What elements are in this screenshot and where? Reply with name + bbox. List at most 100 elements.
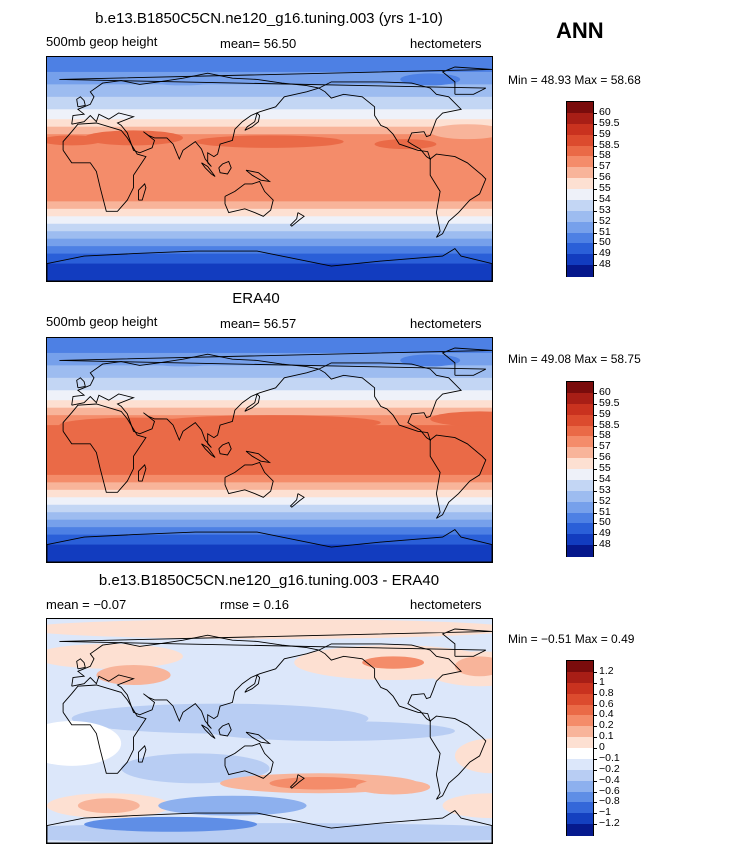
colorbar-swatch [567,671,593,684]
colorbar-label: −0.2 [599,762,620,775]
panel-1-min-max: Min = 48.93 Max = 58.68 [508,73,641,87]
colorbar-swatch [567,490,593,503]
panel-2-field-label: 500mb geop height [46,314,158,329]
contour-blob [374,139,437,150]
colorbar-label: −0.1 [599,751,620,764]
colorbar-swatch [567,123,593,136]
coastline [218,160,232,175]
colorbar-label: 0.2 [599,719,614,732]
colorbar-tick [593,715,597,717]
colorbar-tick [593,156,597,158]
colorbar-label: 0.8 [599,686,614,699]
panel-1-title: b.e13.B1850C5CN.ne120_g16.tuning.003 (yr… [95,10,443,27]
colorbar-swatch [567,534,593,546]
colorbar-tick [593,748,597,749]
colorbar-tick [593,671,597,673]
coastline [62,403,147,493]
panel-2-units: hectometers [410,316,482,331]
contour-band [47,407,492,416]
contour-blob [121,753,270,784]
contour-band [47,126,492,135]
colorbar-swatch [567,523,593,535]
colorbar-swatch [567,425,593,437]
colorbar-label: 58 [599,149,611,162]
colorbar-label: 49 [599,247,611,260]
colorbar-tick [593,758,597,760]
coastline [318,643,463,723]
colorbar-tick [593,254,597,256]
coastline [429,153,487,238]
coastline [71,72,320,167]
colorbar-swatch [567,802,593,814]
panel-1-mean: mean= 56.50 [220,36,297,51]
colorbar-label: 59.5 [599,396,620,409]
coastline [218,441,232,456]
colorbar-label: 59 [599,407,611,420]
colorbar-swatch [567,501,593,513]
contour-band [47,193,492,202]
coastline [201,443,216,458]
colorbar-label: 0.1 [599,730,614,743]
coastline [76,96,86,108]
colorbar-label: 49 [599,527,611,540]
season-label: ANN [556,18,604,43]
coastline [244,112,261,131]
coastline [318,81,463,161]
colorbar-label: 59.5 [599,116,620,129]
colorbar-swatch [567,479,593,492]
contour-band [47,119,492,128]
colorbar-tick [593,425,597,427]
contour-band [47,246,492,255]
colorbar-tick [593,403,597,405]
colorbar-tick [593,780,597,782]
colorbar-label: 52 [599,494,611,507]
colorbar-swatch [567,704,593,716]
colorbar-swatch [567,243,593,255]
panel-3-min-max: Min = −0.51 Max = 0.49 [508,632,635,646]
colorbar-label: 55 [599,462,611,474]
contour-band [47,519,492,528]
colorbar-label: 48 [599,538,611,551]
panel-1-colorbar: 60 59.5 59 58.5 58 57 56 55 54 53 52 51 50 49 48 [566,101,619,277]
colorbar-tick [593,824,597,826]
colorbar-label: 51 [599,505,611,518]
colorbar-swatch [567,780,593,792]
coastline [224,180,274,217]
colorbar-tick [593,469,597,470]
coastline [201,724,216,739]
colorbar-swatch [567,661,593,673]
contour-band [47,365,492,379]
colorbar-tick [593,523,597,525]
contour-band [47,57,492,73]
colorbar-tick [593,112,597,114]
colorbar-swatch [567,693,593,705]
contour-blob [195,135,344,148]
contour-band [47,144,492,195]
contour-band [47,400,492,409]
colorbar-label: 50 [599,516,611,529]
coastlines [47,628,492,843]
coastline [71,353,320,448]
colorbar-label: 50 [599,236,611,249]
contour-blob [400,354,461,367]
coastline [245,450,272,464]
coastline [429,434,487,519]
colorbar-swatch [567,112,593,125]
colorbar-label: −1 [599,806,611,819]
colorbar-tick [593,802,597,804]
colorbar-tick [593,392,597,394]
colorbar-swatch [567,726,593,738]
contour-blob [47,619,492,639]
colorbar-label: 55 [599,182,611,194]
contour-blob [207,721,455,741]
coastline [289,212,305,227]
colorbar-label: 56 [599,171,611,184]
colorbar-tick [593,813,597,815]
colorbar-tick [593,479,597,481]
colorbar-tick [593,791,597,793]
colorbar-tick [593,123,597,125]
colorbar-tick [593,134,597,136]
colorbar-label: 54 [599,192,611,205]
contour-blob [362,656,425,669]
colorbar-tick [593,704,597,706]
